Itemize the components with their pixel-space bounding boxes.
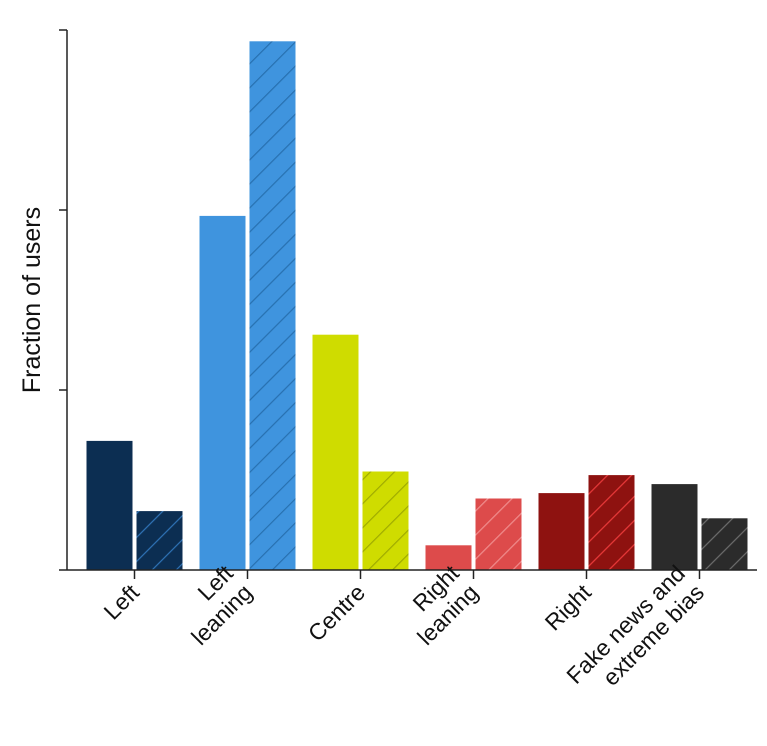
bar-hatched-1: [248, 40, 297, 571]
bar-hatched-5: [700, 517, 749, 571]
x-axis-ticks: [133, 570, 701, 579]
bar-solid-3: [424, 544, 473, 571]
bar-solid-0: [85, 439, 134, 571]
x-tick-label: Leftleaning: [167, 560, 257, 650]
bar-solid-2: [311, 333, 360, 571]
x-tick-label-line: Right: [540, 579, 597, 636]
bar-hatched-0: [135, 510, 184, 571]
bar-solid-4: [537, 492, 586, 571]
y-axis-title: Fraction of users: [18, 207, 46, 393]
bar-hatched-3: [474, 497, 523, 571]
bars-group: [85, 40, 749, 571]
bar-hatched-2: [361, 470, 410, 571]
x-tick-label: Rightleaning: [393, 560, 483, 650]
x-tick-label: Fake news andextreme bias: [561, 560, 709, 708]
bar-hatched-4: [587, 474, 636, 571]
x-tick-label: Centre: [303, 579, 370, 646]
x-tick-label-line: Left: [99, 579, 145, 625]
x-tick-labels: Left Leftleaning Centre Rightleaning RightFa…: [99, 560, 710, 708]
x-tick-label: Right: [540, 579, 597, 636]
x-tick-label: Left: [99, 579, 145, 625]
y-axis-ticks: [59, 29, 67, 571]
x-tick-label-line: Centre: [303, 579, 370, 646]
bar-solid-5: [650, 483, 699, 571]
bar-solid-1: [198, 214, 247, 571]
